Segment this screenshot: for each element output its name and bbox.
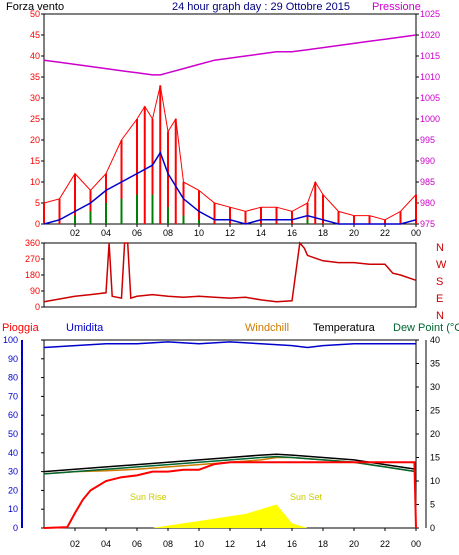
header-right: Pressione — [372, 1, 421, 13]
wind-ytick-20: 20 — [30, 135, 40, 145]
rain-xtick-18: 18 — [318, 539, 328, 549]
label-sunrise: Sun Rise — [130, 492, 167, 502]
label-windchill: Windchill — [245, 322, 289, 334]
header-left: Forza vento — [6, 1, 64, 13]
direction-letter-3: E — [436, 293, 443, 305]
pressure-ytick-990: 990 — [420, 156, 435, 166]
wind-xtick-02: 02 — [70, 228, 80, 238]
temp-ytick-35: 35 — [430, 359, 440, 369]
label-dewpoint: Dew Point (°C — [393, 322, 459, 334]
pressure-ytick-975: 975 — [420, 219, 435, 229]
wind-xtick-10: 10 — [194, 228, 204, 238]
direction-line — [43, 241, 417, 303]
solar-area — [44, 504, 416, 528]
wind-xtick-14: 14 — [256, 228, 266, 238]
rain-ytick-50: 50 — [8, 429, 18, 439]
pressure-line — [43, 34, 417, 76]
rain-ytick-80: 80 — [8, 373, 18, 383]
wind-xtick-12: 12 — [225, 228, 235, 238]
wind-ytick-45: 45 — [30, 30, 40, 40]
wind-ytick-25: 25 — [30, 114, 40, 124]
temperature-line — [43, 453, 417, 473]
temp-ytick-5: 5 — [430, 500, 435, 510]
pressure-ytick-980: 980 — [420, 198, 435, 208]
direction-letter-2: S — [436, 276, 443, 288]
wind-ytick-50: 50 — [30, 9, 40, 19]
wind-xtick-18: 18 — [318, 228, 328, 238]
rain-ytick-40: 40 — [8, 448, 18, 458]
rain-xtick-14: 14 — [256, 539, 266, 549]
rain-xtick-10: 10 — [194, 539, 204, 549]
avg-wind-line — [43, 150, 417, 225]
temp-ytick-25: 25 — [430, 406, 440, 416]
wind-xtick-08: 08 — [163, 228, 173, 238]
rain-ytick-70: 70 — [8, 391, 18, 401]
direction-letter-1: W — [436, 259, 447, 271]
direction-letter-4: N — [436, 310, 444, 322]
rain-ytick-90: 90 — [8, 354, 18, 364]
temp-ytick-10: 10 — [430, 476, 440, 486]
rain-xtick-12: 12 — [225, 539, 235, 549]
humidity-line — [43, 341, 416, 349]
dir-ytick-270: 270 — [25, 254, 40, 264]
rain-ytick-20: 20 — [8, 485, 18, 495]
wind-xtick-00: 00 — [411, 228, 421, 238]
temp-ytick-30: 30 — [430, 382, 440, 392]
rain-xtick-04: 04 — [101, 539, 111, 549]
wind-xtick-16: 16 — [287, 228, 297, 238]
pressure-ytick-1020: 1020 — [420, 30, 440, 40]
pressure-ytick-995: 995 — [420, 135, 435, 145]
wind-ytick-10: 10 — [30, 177, 40, 187]
rain-xtick-06: 06 — [132, 539, 142, 549]
pressure-ytick-985: 985 — [420, 177, 435, 187]
plot-layer: 0510152025303540455097598098599099510001… — [3, 9, 440, 549]
rain-xtick-22: 22 — [380, 539, 390, 549]
rain-ytick-100: 100 — [3, 335, 18, 345]
rain-xtick-20: 20 — [349, 539, 359, 549]
label-umidita: Umidita — [66, 322, 104, 334]
temp-ytick-40: 40 — [430, 335, 440, 345]
dir-ytick-180: 180 — [25, 270, 40, 280]
pressure-ytick-1025: 1025 — [420, 9, 440, 19]
label-sunset: Sun Set — [290, 492, 323, 502]
dir-ytick-360: 360 — [25, 238, 40, 248]
rain-xtick-08: 08 — [163, 539, 173, 549]
direction-letter-0: N — [436, 242, 444, 254]
wind-xtick-06: 06 — [132, 228, 142, 238]
pressure-ytick-1005: 1005 — [420, 93, 440, 103]
pressure-ytick-1015: 1015 — [420, 51, 440, 61]
wind-ytick-0: 0 — [35, 219, 40, 229]
wind-xtick-22: 22 — [380, 228, 390, 238]
temp-ytick-0: 0 — [430, 523, 435, 533]
temp-ytick-20: 20 — [430, 429, 440, 439]
rain-ytick-0: 0 — [13, 523, 18, 533]
rain-line — [43, 461, 417, 529]
wind-xtick-04: 04 — [101, 228, 111, 238]
wind-xtick-20: 20 — [349, 228, 359, 238]
rain-xtick-00: 00 — [411, 539, 421, 549]
header-center: 24 hour graph day : 29 Ottobre 2015 — [172, 1, 350, 13]
label-pioggia: Pioggia — [2, 322, 40, 334]
rain-xtick-02: 02 — [70, 539, 80, 549]
wind-ytick-35: 35 — [30, 72, 40, 82]
dir-ytick-90: 90 — [30, 286, 40, 296]
pressure-ytick-1010: 1010 — [420, 72, 440, 82]
panel-wind-frame — [43, 13, 417, 225]
rain-ytick-60: 60 — [8, 410, 18, 420]
wind-ytick-5: 5 — [35, 198, 40, 208]
temp-ytick-15: 15 — [430, 453, 440, 463]
wind-ytick-40: 40 — [30, 51, 40, 61]
dir-ytick-0: 0 — [35, 302, 40, 312]
pressure-ytick-1000: 1000 — [420, 114, 440, 124]
gust-line — [43, 85, 417, 221]
rain-ytick-10: 10 — [8, 504, 18, 514]
panel-rain-frame — [43, 339, 417, 529]
wind-ytick-30: 30 — [30, 93, 40, 103]
rain-ytick-30: 30 — [8, 467, 18, 477]
rain-xtick-16: 16 — [287, 539, 297, 549]
label-temperatura: Temperatura — [313, 322, 376, 334]
wind-ytick-15: 15 — [30, 156, 40, 166]
